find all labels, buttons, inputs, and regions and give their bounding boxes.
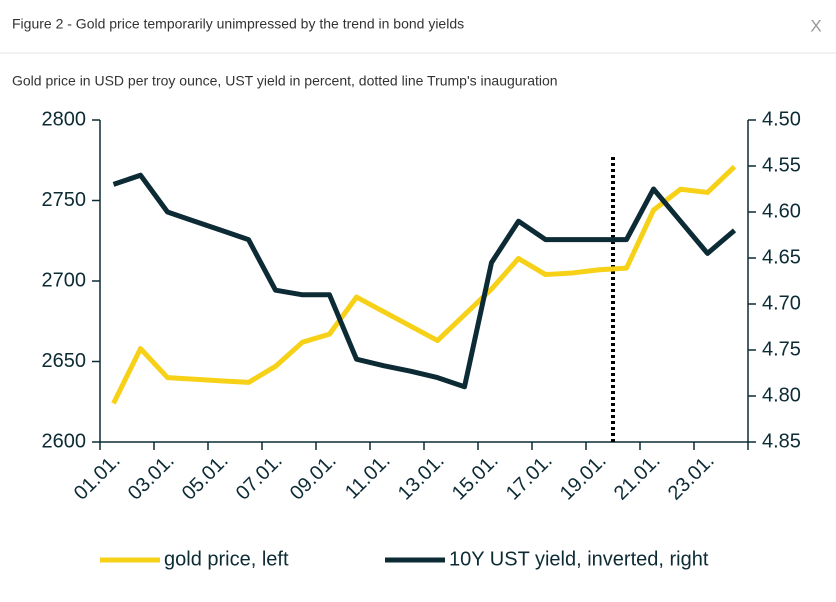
y2-tick-label: 4.70 bbox=[762, 292, 801, 314]
chart-subtitle: Gold price in USD per troy ounce, UST yi… bbox=[12, 73, 558, 89]
x-tick-label: 11.01. bbox=[341, 450, 395, 504]
y2-tick-label: 4.55 bbox=[762, 154, 801, 176]
y-tick-label: 2800 bbox=[42, 108, 87, 130]
x-tick-label: 07.01. bbox=[232, 450, 287, 505]
y2-tick-label: 4.65 bbox=[762, 246, 801, 268]
x-tick-label: 13.01. bbox=[394, 450, 449, 505]
y2-tick-label: 4.80 bbox=[762, 384, 801, 406]
legend-label: gold price, left bbox=[164, 548, 289, 570]
x-tick-label: 03.01. bbox=[124, 450, 179, 505]
y2-tick-label: 4.60 bbox=[762, 200, 801, 222]
x-tick-label: 17.01. bbox=[502, 450, 557, 505]
legend-label: 10Y UST yield, inverted, right bbox=[449, 548, 709, 570]
y-tick-label: 2650 bbox=[42, 350, 87, 372]
y-tick-label: 2700 bbox=[42, 269, 87, 291]
x-tick-label: 01.01. bbox=[70, 450, 125, 505]
x-tick-label: 09.01. bbox=[286, 450, 341, 505]
y2-tick-label: 4.85 bbox=[762, 430, 801, 452]
x-tick-label: 05.01. bbox=[178, 450, 233, 505]
x-tick-label: 15.01. bbox=[448, 450, 503, 505]
x-tick-label: 19.01. bbox=[556, 450, 611, 505]
x-tick-label: 21.01. bbox=[610, 450, 665, 505]
x-tick-label: 23.01. bbox=[664, 450, 719, 505]
y2-tick-label: 4.50 bbox=[762, 108, 801, 130]
figure-title: Figure 2 - Gold price temporarily unimpr… bbox=[12, 16, 464, 32]
y-tick-label: 2750 bbox=[42, 189, 87, 211]
close-button[interactable]: X bbox=[810, 16, 821, 35]
y-tick-label: 2600 bbox=[42, 430, 87, 452]
series-line bbox=[111, 164, 737, 405]
series-line bbox=[112, 172, 737, 390]
y2-tick-label: 4.75 bbox=[762, 338, 801, 360]
